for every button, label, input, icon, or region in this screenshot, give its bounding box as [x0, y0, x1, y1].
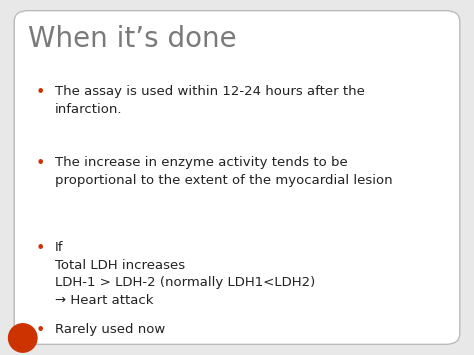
Text: If
Total LDH increases
LDH-1 > LDH-2 (normally LDH1<LDH2)
→ Heart attack: If Total LDH increases LDH-1 > LDH-2 (no… — [55, 241, 315, 307]
Text: •: • — [36, 85, 45, 100]
Text: •: • — [36, 156, 45, 171]
Text: •: • — [36, 323, 45, 338]
Text: 6: 6 — [19, 333, 27, 343]
Text: The increase in enzyme activity tends to be
proportional to the extent of the my: The increase in enzyme activity tends to… — [55, 156, 392, 187]
Text: •: • — [36, 241, 45, 256]
Text: Rarely used now: Rarely used now — [55, 323, 165, 336]
Text: When it’s done: When it’s done — [28, 25, 237, 53]
Text: The assay is used within 12-24 hours after the
infarction.: The assay is used within 12-24 hours aft… — [55, 85, 365, 116]
